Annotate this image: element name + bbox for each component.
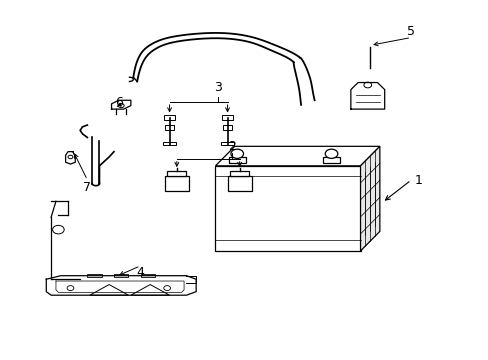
Text: 4: 4	[136, 266, 144, 279]
Bar	[223, 125, 232, 130]
Bar	[140, 274, 155, 278]
Circle shape	[118, 103, 124, 108]
Bar	[164, 125, 174, 130]
Circle shape	[53, 225, 64, 234]
Text: 7: 7	[83, 181, 91, 194]
Circle shape	[163, 285, 170, 291]
Circle shape	[67, 285, 74, 291]
Bar	[222, 116, 233, 120]
Circle shape	[68, 155, 73, 159]
Circle shape	[325, 149, 337, 158]
FancyBboxPatch shape	[229, 171, 249, 176]
Text: 5: 5	[407, 24, 414, 38]
Bar	[322, 157, 340, 163]
Text: 2: 2	[228, 140, 236, 153]
Polygon shape	[215, 166, 360, 251]
Bar	[163, 143, 176, 145]
Circle shape	[230, 149, 243, 158]
Bar	[87, 274, 102, 278]
FancyBboxPatch shape	[167, 171, 186, 176]
Polygon shape	[360, 146, 379, 251]
FancyBboxPatch shape	[227, 176, 251, 191]
Polygon shape	[90, 284, 128, 295]
Text: 1: 1	[414, 174, 422, 186]
Polygon shape	[131, 284, 169, 295]
Bar	[228, 157, 245, 163]
Text: 6: 6	[115, 95, 122, 108]
Bar	[221, 143, 233, 145]
Bar	[163, 116, 175, 120]
Text: 3: 3	[214, 81, 222, 94]
Bar	[114, 274, 128, 278]
Circle shape	[363, 82, 371, 88]
Polygon shape	[215, 146, 379, 166]
FancyBboxPatch shape	[164, 176, 188, 191]
